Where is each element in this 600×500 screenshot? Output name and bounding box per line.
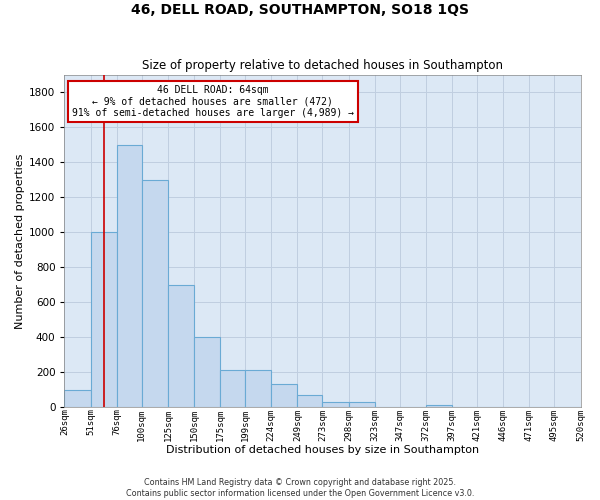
Bar — [194, 337, 220, 407]
Bar — [426, 404, 452, 407]
Bar — [91, 232, 116, 407]
Bar — [245, 370, 271, 407]
Text: Contains HM Land Registry data © Crown copyright and database right 2025.
Contai: Contains HM Land Registry data © Crown c… — [126, 478, 474, 498]
Title: Size of property relative to detached houses in Southampton: Size of property relative to detached ho… — [142, 59, 503, 72]
Text: 46, DELL ROAD, SOUTHAMPTON, SO18 1QS: 46, DELL ROAD, SOUTHAMPTON, SO18 1QS — [131, 2, 469, 16]
Bar — [271, 384, 298, 407]
Bar — [322, 402, 349, 407]
Bar — [116, 144, 142, 407]
Y-axis label: Number of detached properties: Number of detached properties — [15, 153, 25, 328]
Bar — [64, 390, 91, 407]
Bar — [298, 395, 322, 407]
Text: 46 DELL ROAD: 64sqm
← 9% of detached houses are smaller (472)
91% of semi-detach: 46 DELL ROAD: 64sqm ← 9% of detached hou… — [72, 85, 354, 118]
Bar — [349, 402, 375, 407]
X-axis label: Distribution of detached houses by size in Southampton: Distribution of detached houses by size … — [166, 445, 479, 455]
Bar — [168, 284, 194, 407]
Bar — [142, 180, 168, 407]
Bar — [220, 370, 245, 407]
